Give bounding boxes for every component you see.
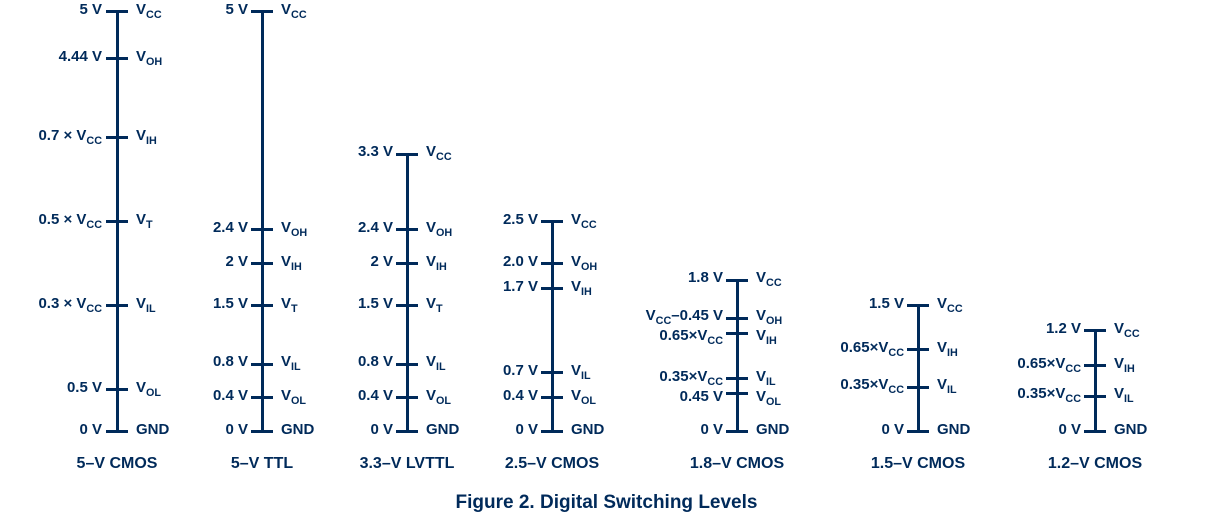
tick — [1084, 395, 1095, 398]
tick — [1095, 329, 1106, 332]
tick — [1095, 395, 1106, 398]
tick — [1084, 364, 1095, 367]
family-name: 1.2–V CMOS — [1048, 455, 1142, 473]
signal-label: GND — [1114, 421, 1147, 438]
voltage-label: 0.65×VCC — [977, 355, 1081, 372]
voltage-label: 1.2 V — [977, 320, 1081, 337]
voltage-label: 0.35×VCC — [977, 385, 1081, 402]
signal-label: VCC — [1114, 320, 1140, 337]
axis-line — [1094, 329, 1097, 433]
tick — [1084, 430, 1095, 433]
voltage-label: 0 V — [977, 421, 1081, 438]
tick — [1095, 364, 1106, 367]
figure-stage: 5–V CMOS5 VVCC4.44 VVOH0.7 × VCCVIH0.5 ×… — [0, 0, 1213, 521]
signal-label: VIL — [1114, 385, 1134, 402]
tick — [1095, 430, 1106, 433]
tick — [1084, 329, 1095, 332]
logic-family: 1.2–V CMOS 1.2 V VCC 0.65×VCC VIH 0.35×VCC VIL… — [0, 0, 1213, 521]
figure-caption: Figure 2. Digital Switching Levels — [0, 492, 1213, 514]
signal-label: VIH — [1114, 355, 1135, 372]
